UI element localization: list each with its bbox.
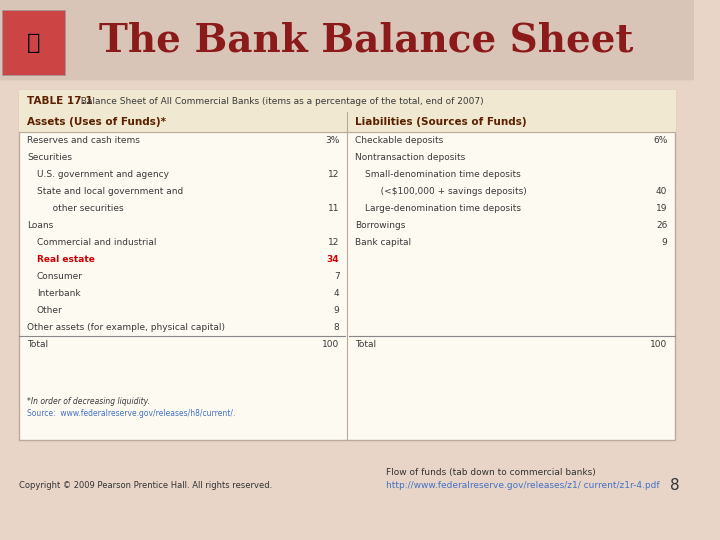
Text: Liabilities (Sources of Funds): Liabilities (Sources of Funds) bbox=[355, 117, 526, 127]
Text: 3%: 3% bbox=[325, 136, 339, 145]
Bar bbox=[19, 112, 675, 132]
FancyBboxPatch shape bbox=[0, 0, 694, 80]
Text: 6%: 6% bbox=[653, 136, 667, 145]
Text: other securities: other securities bbox=[45, 204, 124, 213]
Text: http://www.federalreserve.gov/releases/z1/ current/z1r-4.pdf: http://www.federalreserve.gov/releases/z… bbox=[386, 481, 660, 489]
Text: Other: Other bbox=[37, 306, 63, 315]
Text: Borrowings: Borrowings bbox=[355, 221, 405, 230]
Text: 🏛: 🏛 bbox=[27, 33, 40, 53]
Text: 19: 19 bbox=[656, 204, 667, 213]
Text: Total: Total bbox=[27, 340, 48, 349]
Text: The Bank Balance Sheet: The Bank Balance Sheet bbox=[99, 21, 634, 59]
Text: State and local government and: State and local government and bbox=[37, 187, 183, 196]
Text: 34: 34 bbox=[327, 255, 339, 264]
Text: 7: 7 bbox=[334, 272, 339, 281]
Bar bbox=[0, 0, 694, 80]
Text: Checkable deposits: Checkable deposits bbox=[355, 136, 443, 145]
Text: Bank capital: Bank capital bbox=[355, 238, 411, 247]
Text: 8: 8 bbox=[334, 323, 339, 332]
Text: Commercial and industrial: Commercial and industrial bbox=[37, 238, 156, 247]
Text: Source:  www.federalreserve.gov/releases/h8/current/.: Source: www.federalreserve.gov/releases/… bbox=[27, 409, 235, 418]
Text: Copyright © 2009 Pearson Prentice Hall. All rights reserved.: Copyright © 2009 Pearson Prentice Hall. … bbox=[19, 481, 273, 489]
Text: 40: 40 bbox=[656, 187, 667, 196]
Text: Other assets (for example, physical capital): Other assets (for example, physical capi… bbox=[27, 323, 225, 332]
Text: Small-denomination time deposits: Small-denomination time deposits bbox=[364, 170, 521, 179]
Text: *In order of decreasing liquidity.: *In order of decreasing liquidity. bbox=[27, 397, 150, 407]
Text: Real estate: Real estate bbox=[37, 255, 94, 264]
Text: 100: 100 bbox=[323, 340, 339, 349]
FancyBboxPatch shape bbox=[2, 10, 65, 75]
Text: 11: 11 bbox=[328, 204, 339, 213]
Text: 9: 9 bbox=[662, 238, 667, 247]
Bar bbox=[19, 90, 675, 112]
Text: 26: 26 bbox=[656, 221, 667, 230]
FancyBboxPatch shape bbox=[19, 90, 675, 440]
Text: 4: 4 bbox=[334, 289, 339, 298]
Text: Balance Sheet of All Commercial Banks (items as a percentage of the total, end o: Balance Sheet of All Commercial Banks (i… bbox=[75, 97, 484, 105]
Text: 100: 100 bbox=[650, 340, 667, 349]
Text: Large-denomination time deposits: Large-denomination time deposits bbox=[364, 204, 521, 213]
Text: 8: 8 bbox=[670, 477, 680, 492]
Text: Assets (Uses of Funds)*: Assets (Uses of Funds)* bbox=[27, 117, 166, 127]
Text: 12: 12 bbox=[328, 170, 339, 179]
Text: Interbank: Interbank bbox=[37, 289, 80, 298]
Text: U.S. government and agency: U.S. government and agency bbox=[37, 170, 168, 179]
Text: Reserves and cash items: Reserves and cash items bbox=[27, 136, 140, 145]
Text: Securities: Securities bbox=[27, 153, 72, 162]
Text: Loans: Loans bbox=[27, 221, 53, 230]
Text: 12: 12 bbox=[328, 238, 339, 247]
Text: 9: 9 bbox=[334, 306, 339, 315]
Text: (<$100,000 + savings deposits): (<$100,000 + savings deposits) bbox=[372, 187, 527, 196]
Text: Flow of funds (tab down to commercial banks): Flow of funds (tab down to commercial ba… bbox=[386, 468, 595, 476]
Text: Consumer: Consumer bbox=[37, 272, 83, 281]
Text: TABLE 17.1: TABLE 17.1 bbox=[27, 96, 93, 106]
Text: Total: Total bbox=[355, 340, 376, 349]
Text: Nontransaction deposits: Nontransaction deposits bbox=[355, 153, 465, 162]
